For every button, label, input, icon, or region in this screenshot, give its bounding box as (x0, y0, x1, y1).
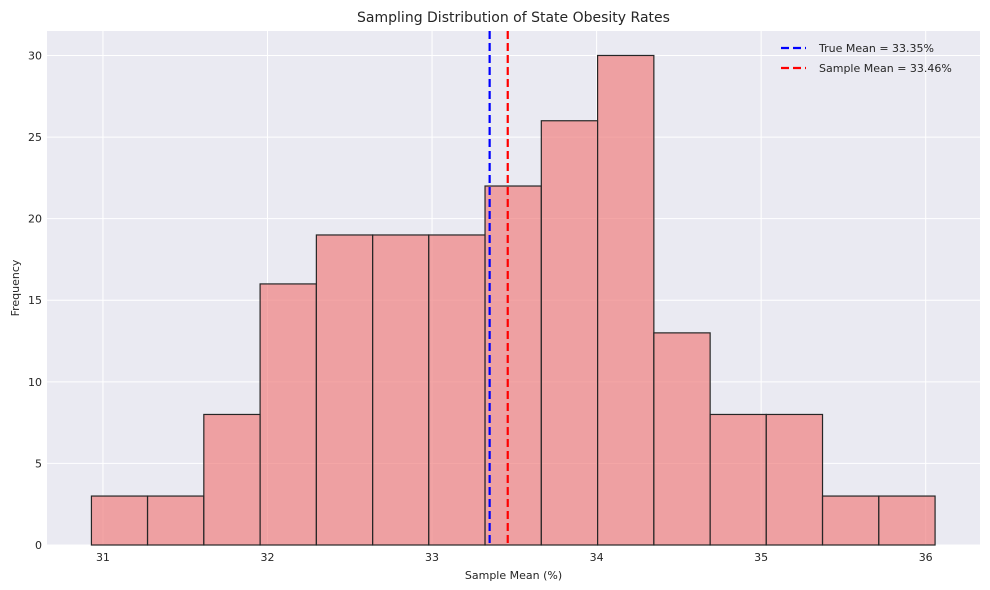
histogram-bar (146, 495, 205, 546)
histogram-bar (484, 185, 542, 546)
y-tick-label: 5 (35, 457, 42, 470)
histogram-bar (765, 413, 824, 546)
legend: True Mean = 33.35% Sample Mean = 33.46% (781, 42, 952, 75)
x-tick-label: 32 (260, 551, 274, 564)
x-axis-ticks: 31 32 33 34 35 36 (96, 551, 933, 564)
histogram-bar (653, 332, 711, 546)
histogram-bar (878, 495, 936, 546)
y-tick-label: 20 (28, 213, 42, 226)
histogram-bar (90, 495, 149, 546)
x-tick-label: 34 (590, 551, 604, 564)
y-axis-ticks: 0 5 10 15 20 25 30 (28, 49, 42, 552)
x-tick-label: 36 (919, 551, 933, 564)
legend-label: True Mean = 33.35% (818, 42, 934, 55)
histogram-bar (540, 120, 599, 546)
histogram-bar (709, 413, 767, 546)
histogram-bar (596, 54, 655, 546)
histogram-bar (428, 234, 486, 546)
y-tick-label: 15 (28, 294, 42, 307)
y-axis-label: Frequency (9, 259, 22, 316)
histogram-bar (372, 234, 430, 546)
histogram-bar (203, 413, 261, 546)
y-tick-label: 30 (28, 49, 42, 62)
x-axis-label: Sample Mean (%) (465, 569, 562, 582)
histogram-bars (90, 54, 936, 546)
x-tick-label: 31 (96, 551, 110, 564)
chart-title: Sampling Distribution of State Obesity R… (357, 10, 670, 26)
histogram-bar (821, 495, 880, 546)
legend-label: Sample Mean = 33.46% (819, 62, 952, 75)
x-tick-label: 33 (425, 551, 439, 564)
y-tick-label: 25 (28, 131, 42, 144)
y-tick-label: 10 (28, 376, 42, 389)
reference-lines (488, 31, 509, 545)
histogram-bar (259, 283, 317, 546)
y-tick-label: 0 (35, 539, 42, 552)
histogram-bar (315, 234, 374, 546)
x-tick-label: 35 (754, 551, 768, 564)
